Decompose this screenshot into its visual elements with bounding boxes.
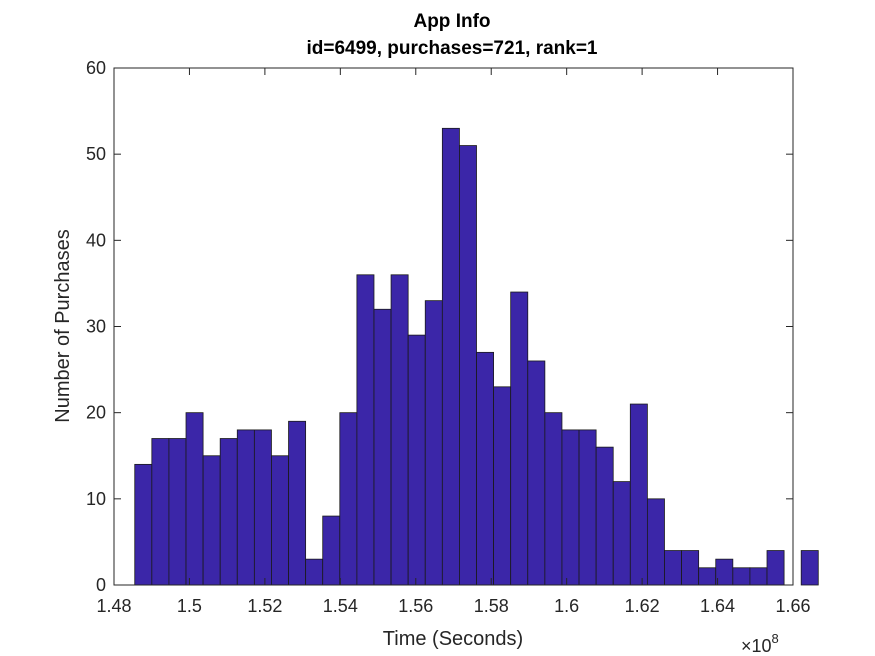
histogram-bar [288,420,307,586]
histogram-bar [390,274,409,586]
x-axis: 1.48 1.5 1.52 1.54 1.56 1.58 1.6 1.62 1.64 1.66 [96,68,811,616]
y-tick-label: 60 [86,58,106,78]
histogram-bar [134,463,153,586]
histogram-bar [664,550,682,586]
histogram-bar [441,127,460,586]
y-tick-label: 50 [86,144,106,164]
histogram-bar [800,550,819,586]
y-tick-label: 20 [86,403,106,423]
y-axis: 0 10 20 30 40 50 60 [86,58,793,595]
histogram-bar [407,334,426,586]
x-tick-label: 1.54 [323,596,358,616]
histogram-bar [356,274,375,586]
x-exponent-base: ×10 [741,636,772,656]
histogram-bar [476,351,494,586]
histogram-bar [681,550,700,586]
histogram-bar [253,429,272,586]
histogram-bar [715,558,734,586]
chart-title: App Info [413,11,490,32]
histogram-bar [322,515,341,586]
x-tick-label: 1.6 [554,596,579,616]
histogram-bar [424,300,443,586]
histogram-bar [373,308,392,586]
histogram-bar [766,550,785,586]
histogram-bar [510,291,529,586]
histogram-bar [236,429,255,586]
histogram-bar [629,403,648,586]
x-tick-label: 1.58 [474,596,509,616]
x-tick-label: 1.56 [398,596,433,616]
histogram-bar [151,438,170,586]
histogram-bar [612,481,631,586]
histogram-bar [168,438,187,586]
histogram-bar [646,498,665,586]
histogram-bar [219,438,238,586]
histogram-bar [544,412,563,586]
y-tick-label: 30 [86,317,106,337]
x-tick-label: 1.66 [775,596,810,616]
y-tick-label: 40 [86,230,106,250]
histogram-bar [202,455,221,586]
x-exponent-power: 8 [772,631,779,646]
histogram-bar [749,567,768,586]
y-axis-label: Number of Purchases [52,229,74,422]
x-tick-label: 1.48 [96,596,131,616]
chart-subtitle: id=6499, purchases=721, rank=1 [306,38,597,59]
histogram-bar [305,558,324,586]
histogram-bar [578,429,597,586]
x-axis-exponent: ×108 [741,631,779,656]
histogram-bar [527,360,546,586]
x-axis-label: Time (Seconds) [383,628,523,650]
histogram-bar [732,567,751,586]
histogram-bar [493,386,512,586]
x-tick-label: 1.5 [177,596,202,616]
y-tick-label: 10 [86,489,106,509]
x-tick-label: 1.62 [625,596,660,616]
histogram-bar [595,446,614,586]
histogram-bar [561,429,580,586]
histogram-bar [185,412,204,586]
y-tick-label: 0 [96,575,106,595]
histogram-bar [271,455,289,586]
histogram-bar [339,412,358,586]
histogram-bar [698,567,717,586]
bars-group [134,127,819,586]
x-tick-label: 1.52 [247,596,282,616]
x-tick-label: 1.64 [700,596,735,616]
histogram-bar [459,145,477,586]
